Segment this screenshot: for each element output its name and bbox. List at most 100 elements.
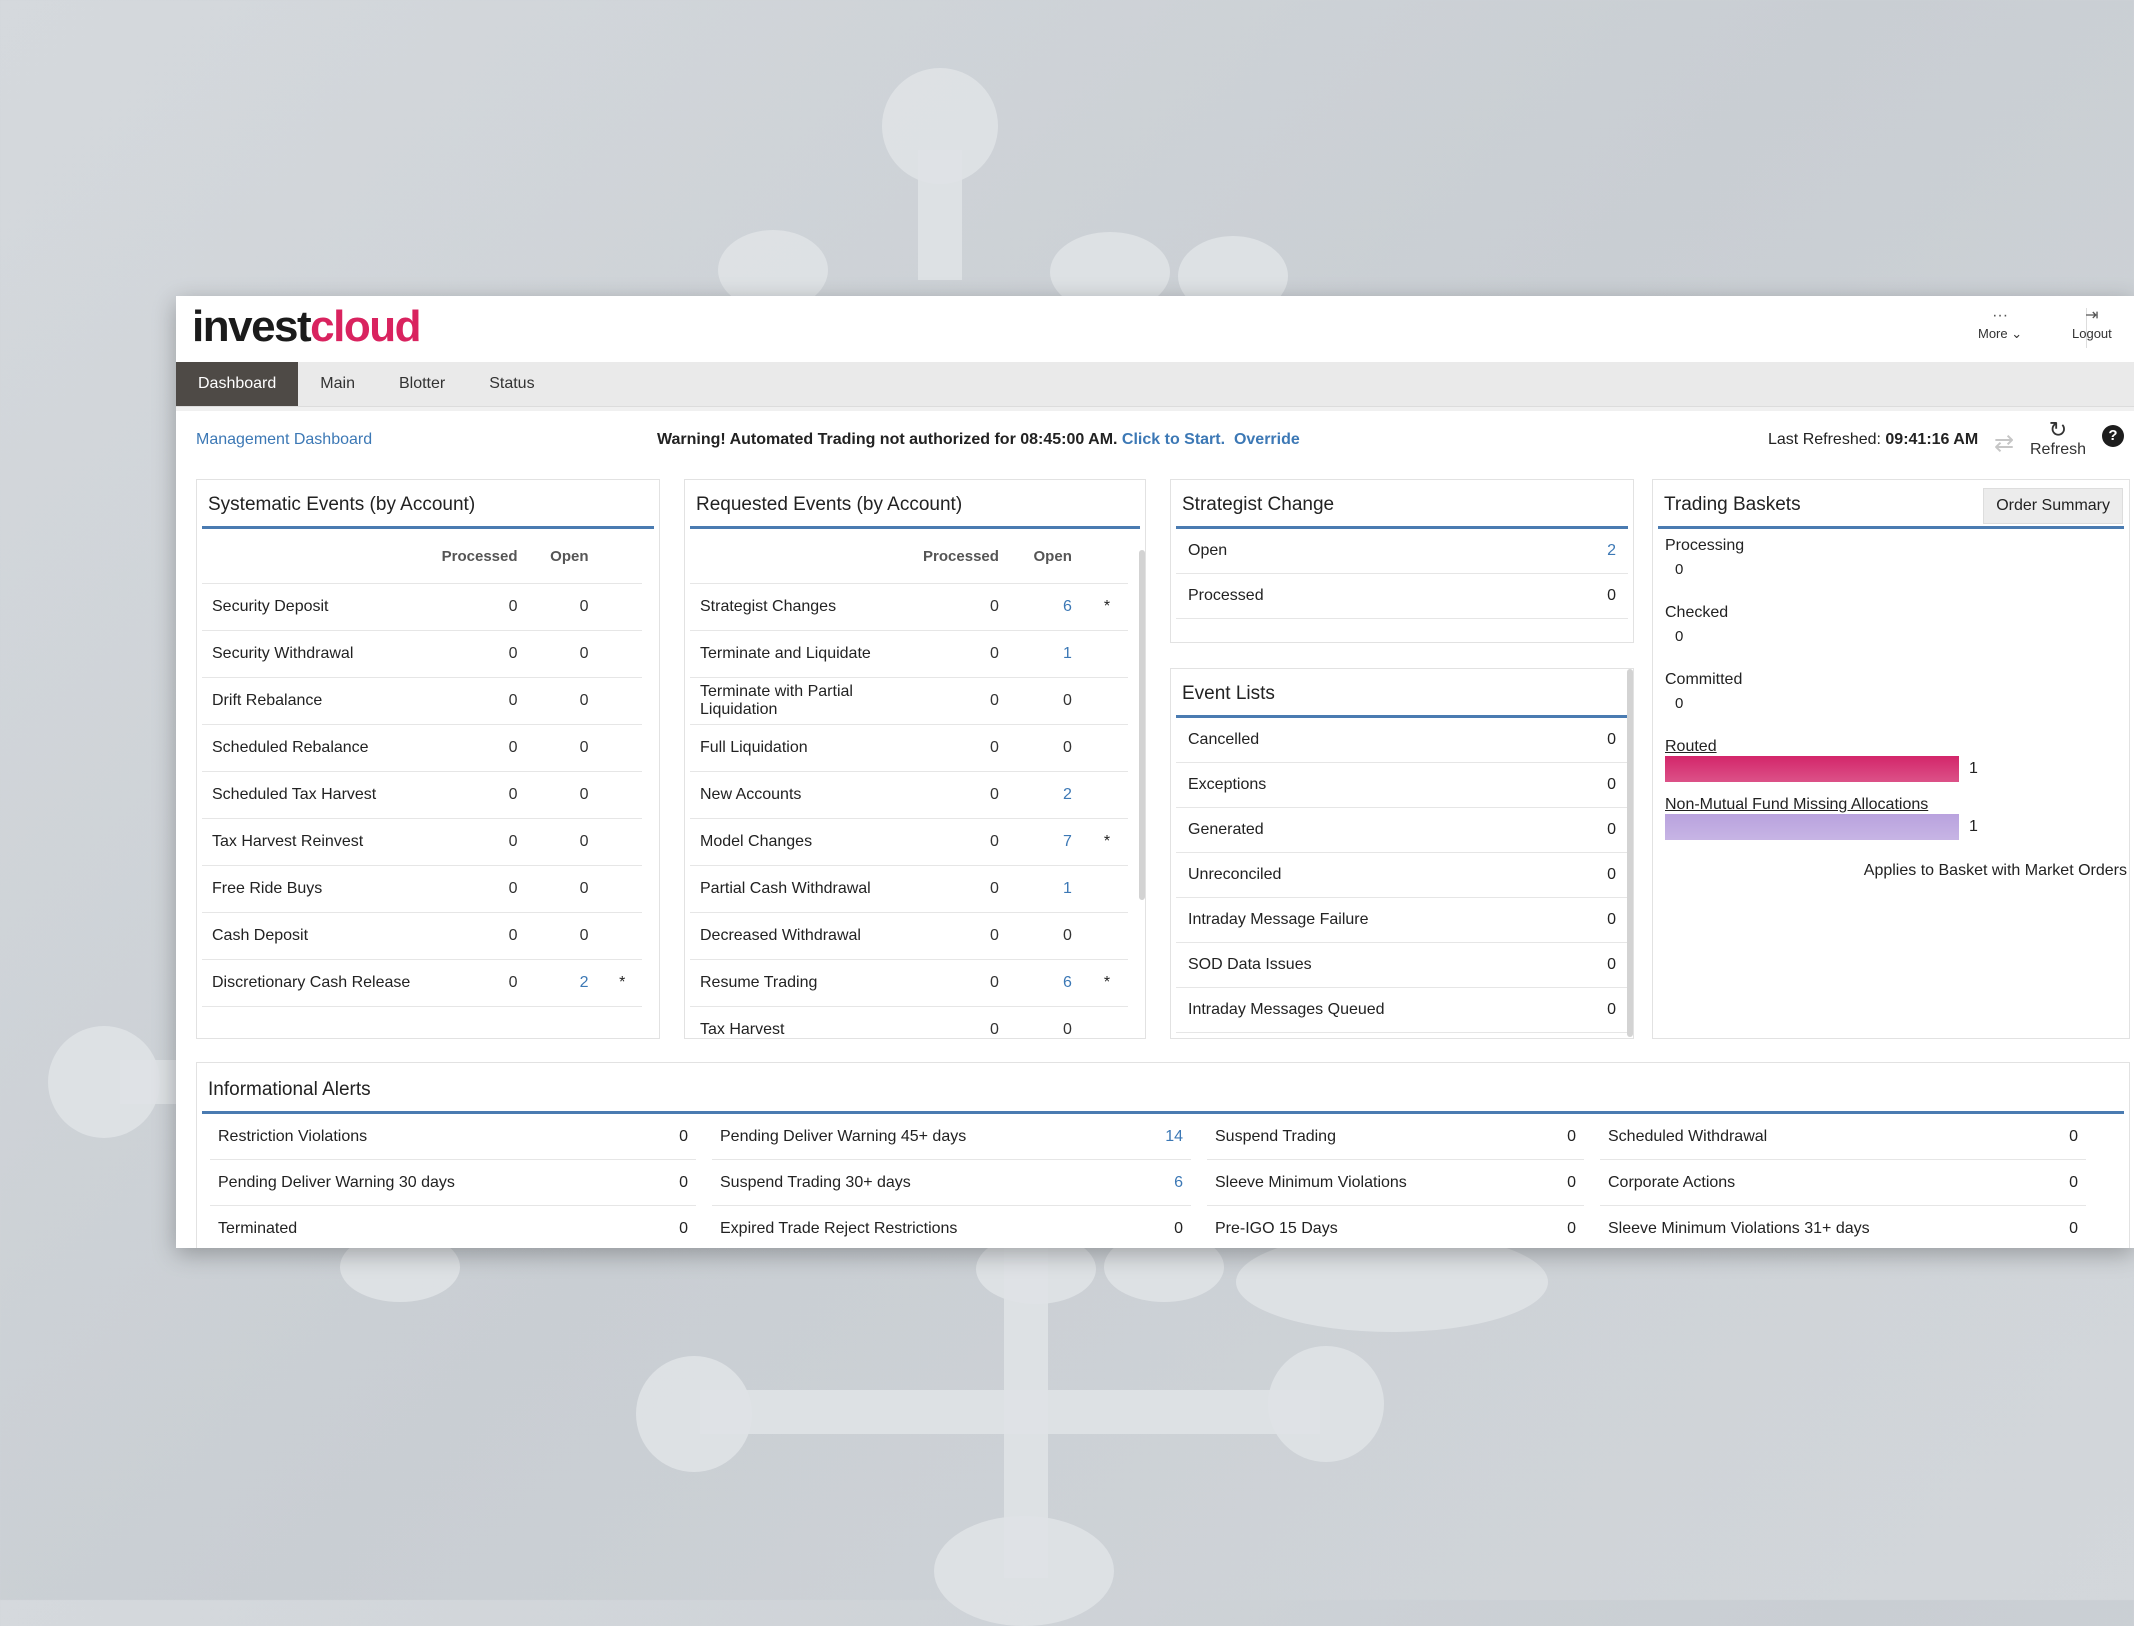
item-count: 0: [1607, 731, 1616, 748]
list-item[interactable]: Corporate Actions 0: [1600, 1160, 2086, 1206]
list-item[interactable]: Pending Deliver Warning 30 days 0: [210, 1160, 696, 1206]
alert-label: Pre-IGO 15 Days: [1215, 1219, 1338, 1237]
table-row[interactable]: Security Deposit 0 0: [202, 583, 642, 631]
list-item[interactable]: Suspend Trading 30+ days 6: [712, 1160, 1191, 1206]
processed-count: 0: [425, 724, 532, 772]
logo: investcloud: [192, 302, 421, 352]
logout-button[interactable]: ⇥ Logout: [2072, 306, 2112, 341]
table-row[interactable]: Discretionary Cash Release 0 2 *: [202, 959, 642, 1007]
table-row[interactable]: Model Changes 0 7 *: [690, 818, 1128, 866]
background-decoration: [934, 1516, 1114, 1626]
processed-count: 0: [425, 771, 532, 819]
list-item[interactable]: Expired Trade Reject Restrictions 0: [712, 1206, 1191, 1248]
basket-bar-item[interactable]: Routed 1: [1653, 738, 2129, 782]
swap-arrows-icon[interactable]: ⇄: [1994, 430, 2015, 457]
open-count[interactable]: 6: [1012, 583, 1086, 631]
list-item[interactable]: Generated 0: [1176, 808, 1628, 853]
refresh-button[interactable]: ↻ Refresh: [2030, 419, 2086, 459]
open-count[interactable]: 7: [1012, 818, 1086, 866]
more-button[interactable]: ··· More ⌄: [1978, 306, 2022, 342]
tab-dashboard[interactable]: Dashboard: [176, 362, 299, 406]
table-row[interactable]: Cash Deposit 0 0: [202, 912, 642, 960]
alert-label: Sleeve Minimum Violations 31+ days: [1608, 1219, 1870, 1237]
list-item[interactable]: Cancelled 0: [1176, 718, 1628, 763]
tab-main[interactable]: Main: [320, 375, 355, 392]
list-item[interactable]: Unreconciled 0: [1176, 853, 1628, 898]
strategist-change-panel: Strategist Change Open 2 Processed 0: [1170, 479, 1634, 643]
open-count[interactable]: 1: [1012, 630, 1086, 678]
list-item[interactable]: Restriction Violations 0: [210, 1114, 696, 1160]
scrollbar[interactable]: [1139, 550, 1145, 900]
tab-status[interactable]: Status: [489, 375, 535, 392]
list-item[interactable]: Pre-IGO 15 Days 0: [1207, 1206, 1584, 1248]
systematic-events-panel: Systematic Events (by Account) Processed…: [196, 479, 660, 1039]
table-row[interactable]: Free Ride Buys 0 0: [202, 865, 642, 913]
override-link[interactable]: Override: [1233, 431, 1300, 448]
trading-warning: Warning! Automated Trading not authorize…: [657, 431, 1300, 449]
open-count: 0: [1012, 1006, 1086, 1038]
table-row[interactable]: Decreased Withdrawal 0 0: [690, 912, 1128, 960]
list-item[interactable]: Processed 0: [1176, 574, 1628, 619]
table-row[interactable]: Scheduled Tax Harvest 0 0: [202, 771, 642, 819]
table-header-row: Processed Open: [690, 529, 1128, 584]
table-row[interactable]: Terminate with Partial Liquidation 0 0: [690, 677, 1128, 725]
open-count: 0: [1012, 912, 1086, 960]
event-name: Resume Trading: [690, 959, 884, 1007]
flag-marker: [602, 630, 642, 678]
table-row[interactable]: New Accounts 0 2: [690, 771, 1128, 819]
event-name: Discretionary Cash Release: [202, 959, 426, 1007]
requested-events-table: Processed Open Strategist Changes 0 6 * Term…: [690, 529, 1128, 1038]
basket-bar-item[interactable]: Non-Mutual Fund Missing Allocations 1: [1653, 796, 2129, 840]
alert-count[interactable]: 6: [1174, 1173, 1183, 1191]
list-item[interactable]: Sleeve Minimum Violations 0: [1207, 1160, 1584, 1206]
item-label: Intraday Message Failure: [1188, 911, 1369, 928]
list-item[interactable]: Scheduled Withdrawal 0: [1600, 1114, 2086, 1160]
table-row[interactable]: Drift Rebalance 0 0: [202, 677, 642, 725]
processed-count: 0: [883, 1006, 1013, 1038]
help-icon[interactable]: ?: [2102, 425, 2124, 447]
open-count[interactable]: 6: [1012, 959, 1086, 1007]
open-count: 0: [531, 818, 603, 866]
list-item[interactable]: Sleeve Minimum Violations 31+ days 0: [1600, 1206, 2086, 1248]
list-item[interactable]: Open 2: [1176, 529, 1628, 574]
col-processed-header: Processed: [883, 529, 1013, 584]
list-item[interactable]: Pending Deliver Warning 45+ days 14: [712, 1114, 1191, 1160]
breadcrumb[interactable]: Management Dashboard: [196, 431, 373, 448]
table-row[interactable]: Terminate and Liquidate 0 1: [690, 630, 1128, 678]
table-row[interactable]: Tax Harvest Reinvest 0 0: [202, 818, 642, 866]
list-item[interactable]: Intraday Messages Queued 0: [1176, 988, 1628, 1033]
basket-bar[interactable]: [1665, 756, 1959, 782]
basket-bar[interactable]: [1665, 814, 1959, 840]
table-row[interactable]: Full Liquidation 0 0: [690, 724, 1128, 772]
header-divider: [2086, 308, 2087, 348]
table-row[interactable]: Scheduled Rebalance 0 0: [202, 724, 642, 772]
open-count[interactable]: 1: [1012, 865, 1086, 913]
refresh-icon: ↻: [2048, 417, 2068, 442]
list-item[interactable]: Exceptions 0: [1176, 763, 1628, 808]
processed-count: 0: [425, 818, 532, 866]
alerts-column: Scheduled Withdrawal 0 Corporate Actions 0 S…: [1592, 1114, 2094, 1248]
item-label: SOD Data Issues: [1188, 956, 1312, 973]
list-item[interactable]: Suspend Trading 0: [1207, 1114, 1584, 1160]
list-item[interactable]: Terminated 0: [210, 1206, 696, 1248]
click-to-start-link[interactable]: Click to Start.: [1121, 431, 1226, 448]
tab-blotter[interactable]: Blotter: [398, 375, 446, 392]
alert-count: 0: [1567, 1219, 1576, 1237]
list-item[interactable]: SOD Data Issues 0: [1176, 943, 1628, 988]
panel-title: Strategist Change: [1176, 480, 1628, 529]
table-row[interactable]: Tax Harvest 0 0: [690, 1006, 1128, 1038]
scrollbar[interactable]: [1627, 669, 1633, 1037]
event-name: Scheduled Rebalance: [202, 724, 426, 772]
event-name: Partial Cash Withdrawal: [690, 865, 884, 913]
open-count[interactable]: 2: [1012, 771, 1086, 819]
list-item[interactable]: Intraday Message Failure 0: [1176, 898, 1628, 943]
basket-bar-row: 1: [1653, 814, 2129, 840]
alert-count[interactable]: 14: [1165, 1127, 1183, 1145]
order-summary-button[interactable]: Order Summary: [1983, 488, 2123, 524]
table-row[interactable]: Strategist Changes 0 6 *: [690, 583, 1128, 631]
table-row[interactable]: Resume Trading 0 6 *: [690, 959, 1128, 1007]
table-row[interactable]: Partial Cash Withdrawal 0 1: [690, 865, 1128, 913]
open-count[interactable]: 2: [531, 959, 603, 1007]
item-count[interactable]: 2: [1607, 542, 1616, 559]
table-row[interactable]: Security Withdrawal 0 0: [202, 630, 642, 678]
